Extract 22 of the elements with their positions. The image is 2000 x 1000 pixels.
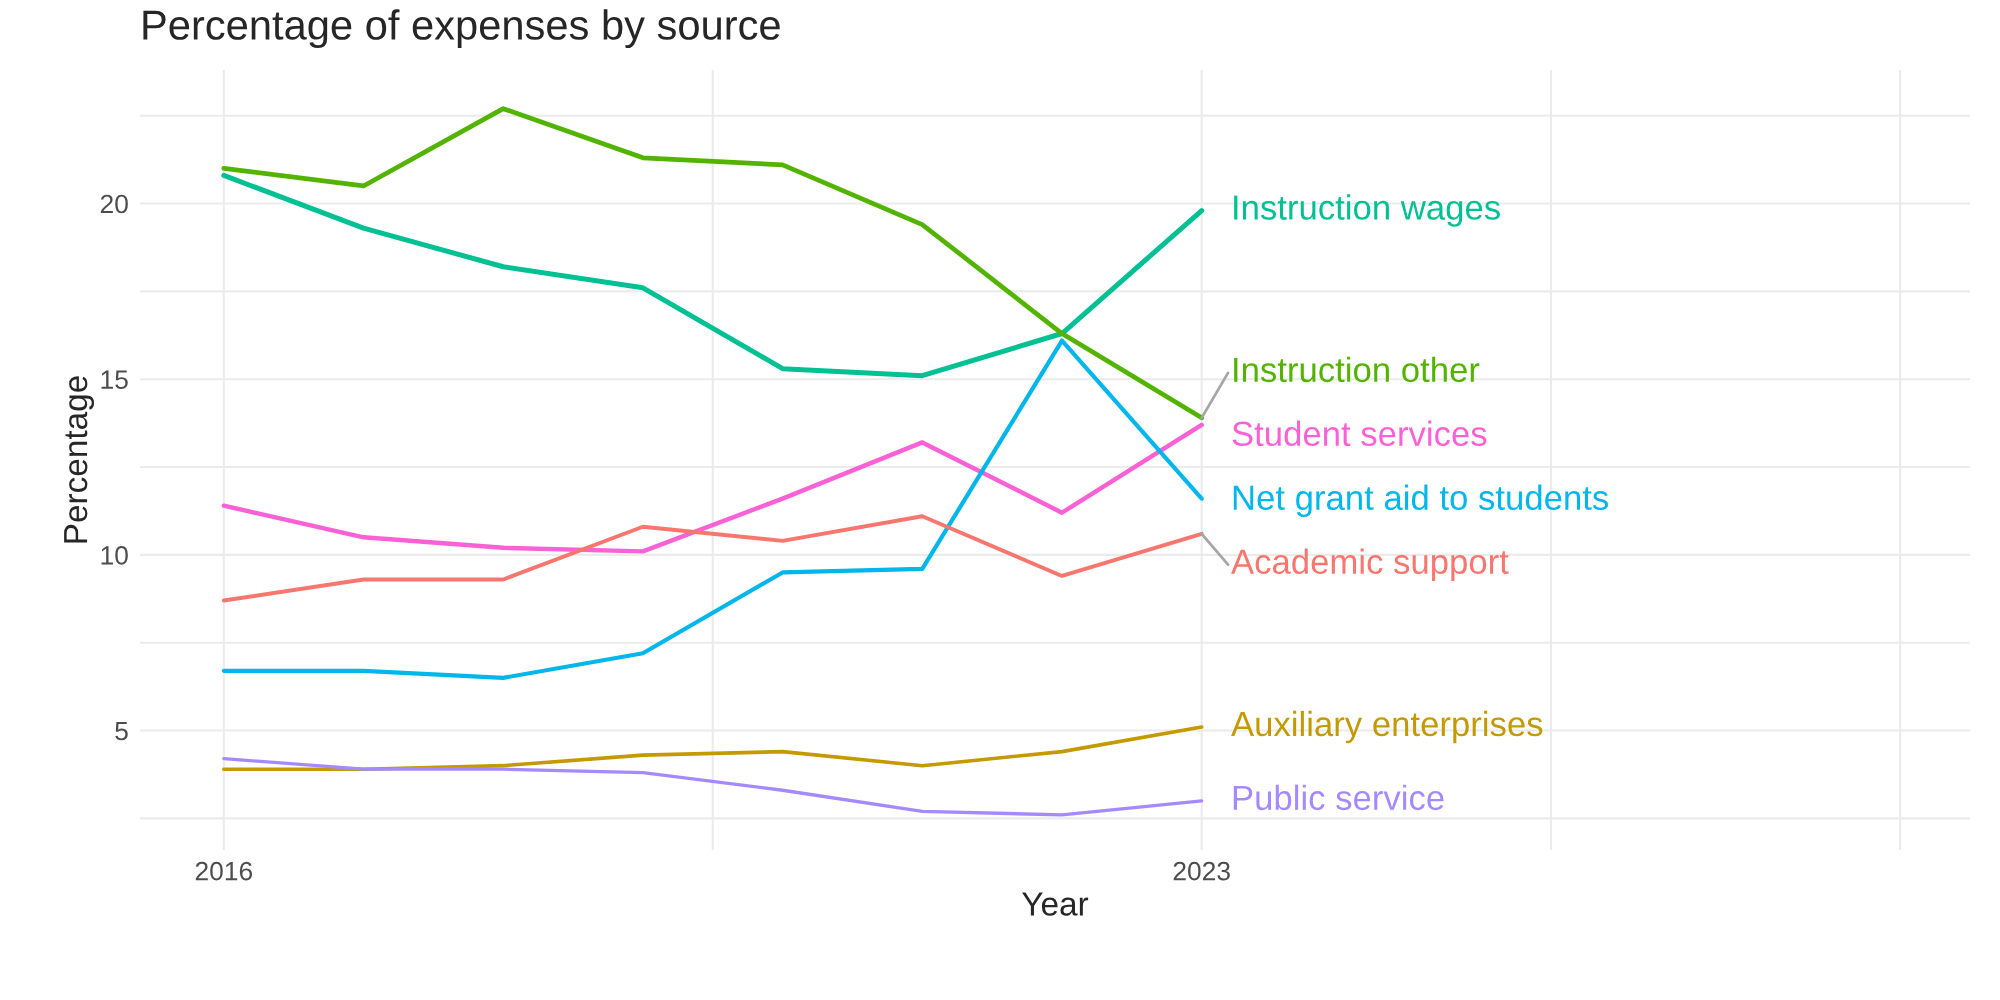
series-label: Net grant aid to students (1233, 484, 1609, 517)
line-series (222, 725, 1204, 771)
series-label: Instruction other (1234, 356, 1480, 383)
y-tick-label: 15 (101, 370, 128, 390)
line-series (222, 756, 1204, 817)
x-axis-title: Year (1022, 892, 1089, 916)
line-series (221, 106, 1205, 421)
y-tick-label: 5 (115, 721, 128, 741)
series-label: Public service (1233, 784, 1444, 811)
x-tick-label: 2016 (195, 861, 253, 881)
series-label: Instruction wages (1234, 194, 1500, 227)
y-tick-label: 10 (101, 546, 128, 565)
series-label: Auxiliary enterprises (1231, 710, 1543, 744)
series-label: Academic support (1231, 548, 1509, 581)
y-axis-title: Percentage (64, 376, 94, 543)
chart-title: Percentage of expenses by source (143, 9, 780, 49)
line-series (221, 422, 1204, 554)
line-series (221, 338, 1204, 680)
y-tick-label: 20 (100, 194, 128, 214)
series-label: Student services (1232, 420, 1487, 447)
line-series (221, 514, 1204, 603)
x-tick-label: 2023 (1173, 861, 1230, 881)
